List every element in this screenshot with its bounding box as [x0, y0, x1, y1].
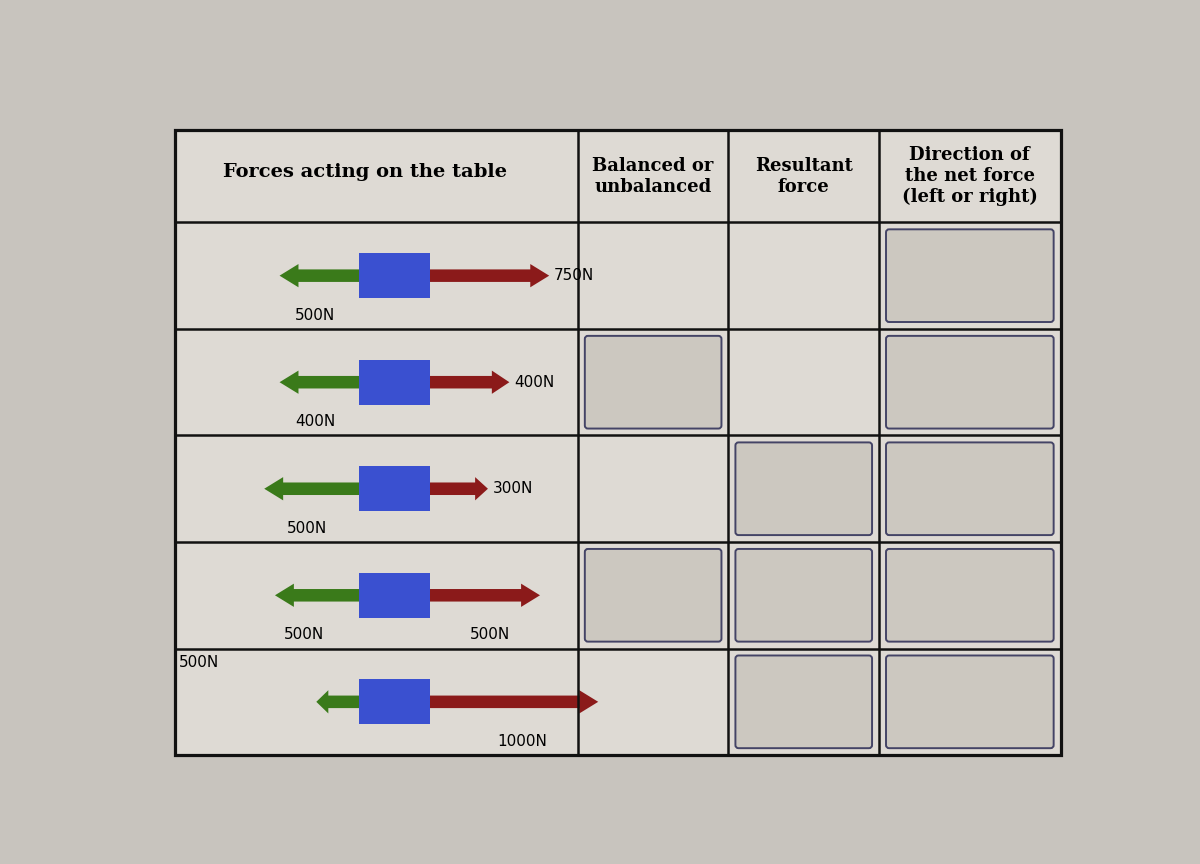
Text: 500N: 500N [287, 521, 328, 536]
Bar [359, 467, 430, 511]
Text: Resultant
force: Resultant force [755, 156, 853, 195]
Bar [359, 573, 430, 618]
Text: 300N: 300N [492, 481, 533, 496]
FancyArrow shape [430, 690, 599, 714]
FancyBboxPatch shape [886, 442, 1054, 535]
FancyBboxPatch shape [886, 549, 1054, 642]
Text: 1000N: 1000N [498, 734, 547, 749]
Text: 500N: 500N [179, 655, 218, 670]
FancyArrow shape [430, 477, 488, 500]
FancyArrow shape [430, 371, 509, 394]
Text: 500N: 500N [295, 308, 336, 322]
FancyArrow shape [430, 264, 550, 288]
Text: 500N: 500N [284, 627, 324, 642]
FancyBboxPatch shape [886, 656, 1054, 748]
Text: Balanced or
unbalanced: Balanced or unbalanced [593, 156, 714, 195]
Text: 500N: 500N [470, 627, 510, 642]
Text: 750N: 750N [554, 268, 594, 283]
FancyBboxPatch shape [886, 336, 1054, 429]
FancyBboxPatch shape [736, 656, 872, 748]
FancyArrow shape [280, 371, 359, 394]
FancyArrow shape [264, 477, 359, 500]
FancyArrow shape [275, 584, 359, 607]
FancyBboxPatch shape [736, 442, 872, 535]
Bar [359, 253, 430, 298]
FancyBboxPatch shape [584, 336, 721, 429]
FancyBboxPatch shape [584, 549, 721, 642]
Text: Direction of
the net force
(left or right): Direction of the net force (left or righ… [902, 146, 1038, 206]
Bar [359, 359, 430, 404]
FancyArrow shape [317, 690, 359, 714]
Text: 400N: 400N [295, 414, 336, 429]
FancyArrow shape [280, 264, 359, 288]
Text: 400N: 400N [514, 375, 554, 390]
FancyBboxPatch shape [886, 229, 1054, 322]
FancyBboxPatch shape [736, 549, 872, 642]
Text: Forces acting on the table: Forces acting on the table [223, 163, 506, 181]
FancyArrow shape [430, 584, 540, 607]
Bar [359, 679, 430, 724]
